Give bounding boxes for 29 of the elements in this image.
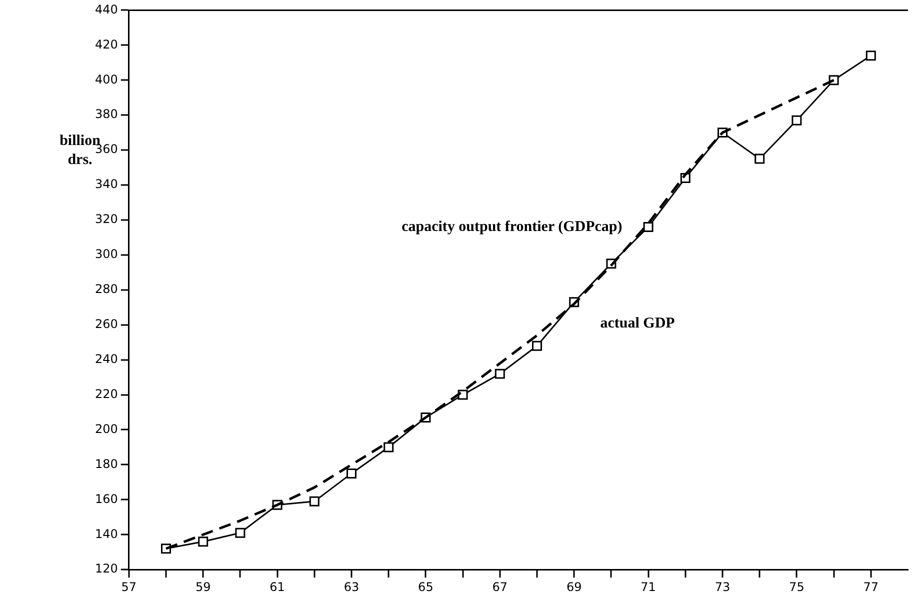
x-tick-label: 67 <box>492 580 508 594</box>
y-tick-label: 120 <box>95 562 118 576</box>
y-tick-label: 420 <box>95 37 118 52</box>
y-tick-label: 380 <box>95 107 118 122</box>
y-tick-label: 220 <box>95 386 118 401</box>
x-tick-label: 65 <box>418 580 434 594</box>
x-tick-label: 73 <box>714 580 730 594</box>
y-tick-label: 400 <box>95 72 118 86</box>
y-tick-label: 140 <box>95 526 118 541</box>
x-tick-label: 63 <box>344 580 360 594</box>
y-tick-label: 200 <box>95 422 118 436</box>
x-tick-label: 75 <box>789 580 804 594</box>
y-tick-label: 240 <box>95 352 118 366</box>
x-tick-label: 77 <box>863 580 879 594</box>
y-tick-label: 180 <box>95 456 118 471</box>
y-tick-label: 280 <box>95 282 118 296</box>
series-label: capacity output frontier (GDPcap) <box>402 219 622 236</box>
x-tick-label: 71 <box>640 580 656 594</box>
y-tick-label: 160 <box>95 492 118 506</box>
y-tick-label: 440 <box>95 2 118 16</box>
x-tick-label: 59 <box>195 580 211 594</box>
x-tick-label: 69 <box>566 580 582 594</box>
y-tick-label: 260 <box>95 316 118 331</box>
x-tick-label: 61 <box>270 580 285 594</box>
series-label: actual GDP <box>600 315 675 332</box>
x-tick-label: 57 <box>121 580 137 594</box>
y-tick-label: 340 <box>95 177 118 192</box>
y-tick-label: 300 <box>95 247 118 262</box>
y-tick-label: 320 <box>95 212 118 226</box>
